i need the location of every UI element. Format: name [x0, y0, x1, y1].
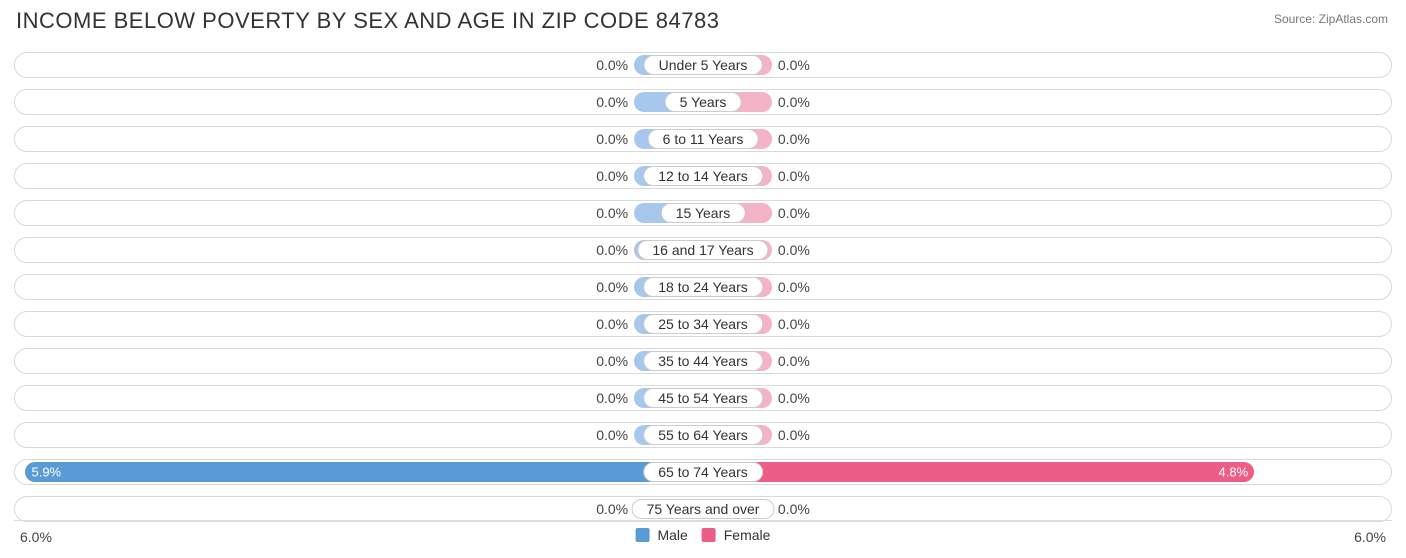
chart-row: 0.0% 0.0% 18 to 24 Years	[14, 270, 1392, 304]
chart-row: 0.0% 0.0% 6 to 11 Years	[14, 122, 1392, 156]
value-label-male: 0.0%	[596, 316, 628, 332]
value-label-male: 0.0%	[596, 279, 628, 295]
value-label-female: 0.0%	[778, 390, 810, 406]
value-label-female: 4.8%	[1219, 465, 1249, 480]
chart-row: 0.0% 0.0% 5 Years	[14, 85, 1392, 119]
category-pill: 5 Years	[665, 92, 742, 112]
category-pill: 75 Years and over	[632, 499, 775, 519]
legend: Male Female	[636, 527, 771, 543]
value-label-male: 0.0%	[596, 94, 628, 110]
value-label-female: 0.0%	[778, 242, 810, 258]
source-attribution: Source: ZipAtlas.com	[1274, 12, 1388, 26]
value-label-male: 0.0%	[596, 427, 628, 443]
chart-row: 0.0% 0.0% 45 to 54 Years	[14, 381, 1392, 415]
category-pill: 12 to 14 Years	[643, 166, 763, 186]
value-label-female: 0.0%	[778, 57, 810, 73]
category-pill: 45 to 54 Years	[643, 388, 763, 408]
chart-row: 0.0% 0.0% 25 to 34 Years	[14, 307, 1392, 341]
category-pill: 65 to 74 Years	[643, 462, 763, 482]
chart-row: 5.9% 4.8% 65 to 74 Years	[14, 455, 1392, 489]
category-pill: 18 to 24 Years	[643, 277, 763, 297]
diverging-bar-chart: 0.0%0.0%Under 5 Years0.0%0.0%5 Years0.0%…	[14, 48, 1392, 518]
value-label-female: 0.0%	[778, 94, 810, 110]
legend-swatch-male	[636, 528, 650, 542]
category-pill: 55 to 64 Years	[643, 425, 763, 445]
value-label-male: 5.9%	[31, 465, 61, 480]
axis-max-left: 6.0%	[20, 529, 52, 545]
value-label-female: 0.0%	[778, 131, 810, 147]
value-label-female: 0.0%	[778, 205, 810, 221]
value-label-female: 0.0%	[778, 168, 810, 184]
value-label-male: 0.0%	[596, 131, 628, 147]
value-label-female: 0.0%	[778, 316, 810, 332]
bar-female: 4.8%	[703, 462, 1254, 482]
value-label-female: 0.0%	[778, 501, 810, 517]
value-label-female: 0.0%	[778, 353, 810, 369]
value-label-female: 0.0%	[778, 427, 810, 443]
chart-footer: 6.0% 6.0% Male Female	[14, 520, 1392, 558]
category-pill: 35 to 44 Years	[643, 351, 763, 371]
chart-row: 0.0% 0.0% Under 5 Years	[14, 48, 1392, 82]
bar-male: 5.9%	[25, 462, 703, 482]
chart-row: 0.0% 0.0% 35 to 44 Years	[14, 344, 1392, 378]
value-label-male: 0.0%	[596, 242, 628, 258]
value-label-male: 0.0%	[596, 168, 628, 184]
chart-title: INCOME BELOW POVERTY BY SEX AND AGE IN Z…	[16, 8, 719, 34]
category-pill: 6 to 11 Years	[648, 129, 759, 149]
legend-item-male: Male	[636, 527, 688, 543]
value-label-male: 0.0%	[596, 205, 628, 221]
chart-row: 0.0% 0.0% 12 to 14 Years	[14, 159, 1392, 193]
value-label-male: 0.0%	[596, 57, 628, 73]
legend-label-male: Male	[657, 527, 687, 543]
value-label-male: 0.0%	[596, 353, 628, 369]
value-label-male: 0.0%	[596, 390, 628, 406]
chart-row: 0.0% 0.0% 55 to 64 Years	[14, 418, 1392, 452]
legend-swatch-female	[702, 528, 716, 542]
chart-row: 0.0% 0.0% 15 Years	[14, 196, 1392, 230]
category-pill: 16 and 17 Years	[637, 240, 768, 260]
category-pill: 25 to 34 Years	[643, 314, 763, 334]
category-pill: Under 5 Years	[644, 55, 763, 75]
value-label-male: 0.0%	[596, 501, 628, 517]
chart-row: 0.0% 0.0% 16 and 17 Years	[14, 233, 1392, 267]
category-pill: 15 Years	[661, 203, 746, 223]
legend-label-female: Female	[724, 527, 771, 543]
axis-max-right: 6.0%	[1354, 529, 1386, 545]
value-label-female: 0.0%	[778, 279, 810, 295]
legend-item-female: Female	[702, 527, 771, 543]
